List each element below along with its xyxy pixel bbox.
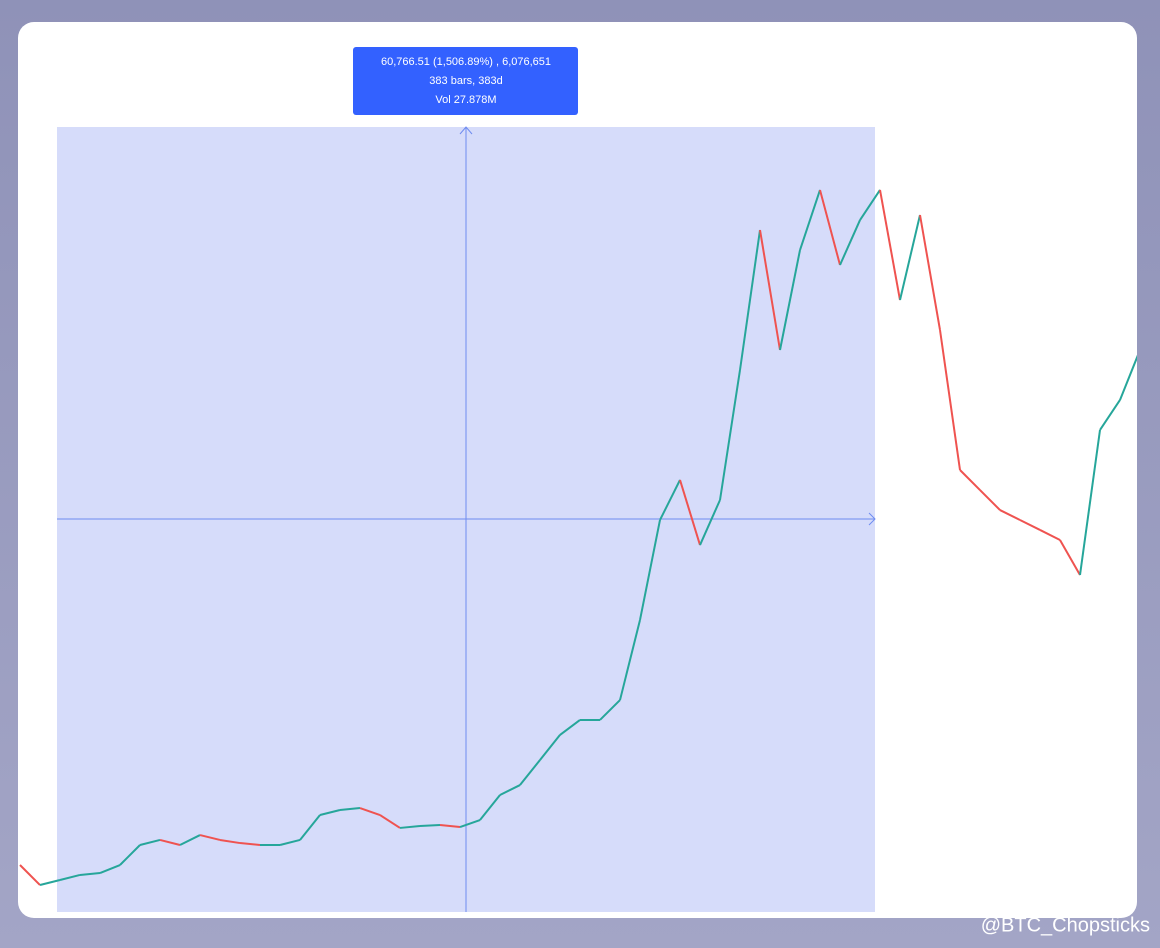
- price-segment: [1119, 349, 1137, 401]
- price-segment: [879, 189, 901, 301]
- price-segment: [779, 249, 801, 351]
- price-segment: [559, 719, 581, 736]
- plot: [19, 126, 1137, 912]
- price-segment: [279, 838, 301, 846]
- price-segment: [1039, 529, 1061, 541]
- price-segment: [1059, 539, 1081, 576]
- price-segment: [199, 834, 221, 841]
- price-segment: [1079, 429, 1101, 576]
- price-segment: [639, 519, 661, 621]
- price-segment: [439, 823, 461, 829]
- price-segment: [599, 699, 621, 721]
- price-segment: [859, 189, 881, 221]
- price-segment: [979, 489, 1001, 511]
- price-segment: [479, 794, 501, 821]
- price-segment: [219, 838, 241, 845]
- price-segment: [139, 838, 161, 846]
- price-segment: [959, 469, 981, 491]
- price-segment: [59, 873, 81, 881]
- price-segment: [519, 759, 541, 786]
- price-segment: [919, 214, 941, 331]
- price-segment: [899, 214, 921, 301]
- price-segment: [299, 814, 321, 841]
- price-segment: [759, 229, 781, 351]
- price-segment: [339, 807, 361, 811]
- price-segment: [999, 509, 1021, 521]
- price-segment: [939, 329, 961, 471]
- price-segment: [819, 189, 841, 266]
- price-segment: [739, 229, 761, 371]
- tooltip-text: Vol 27.878M: [435, 94, 496, 106]
- price-segment: [799, 189, 821, 251]
- price-segment: [79, 872, 101, 876]
- measure-tooltip: [353, 47, 578, 115]
- price-segment: [419, 823, 441, 827]
- price-segment: [699, 499, 721, 546]
- price-segment: [399, 825, 421, 829]
- price-segment: [159, 838, 181, 846]
- price-segment: [719, 369, 741, 501]
- price-segment: [839, 219, 861, 266]
- watermark: @BTC_Chopsticks: [981, 914, 1150, 936]
- price-segment: [619, 619, 641, 701]
- price-segment: [319, 809, 341, 816]
- price-segment: [679, 479, 701, 546]
- tooltip-text: 60,766.51 (1,506.89%) , 6,076,651: [381, 56, 551, 68]
- price-segment: [539, 734, 561, 761]
- price-segment: [659, 479, 681, 521]
- price-segment: [1019, 519, 1041, 531]
- price-segment: [379, 814, 401, 829]
- price-segment: [39, 879, 61, 887]
- price-segment: [359, 807, 381, 816]
- measure-arrows: [459, 126, 876, 526]
- tooltip-text: 383 bars, 383d: [429, 75, 502, 87]
- price-segment: [99, 864, 121, 874]
- price-segment: [179, 834, 201, 846]
- price-segment: [239, 842, 261, 846]
- price-segment: [19, 864, 41, 886]
- price-segment: [119, 844, 141, 866]
- price-segment: [459, 819, 481, 828]
- price-segment: [1099, 399, 1121, 431]
- price-segment: [499, 784, 521, 796]
